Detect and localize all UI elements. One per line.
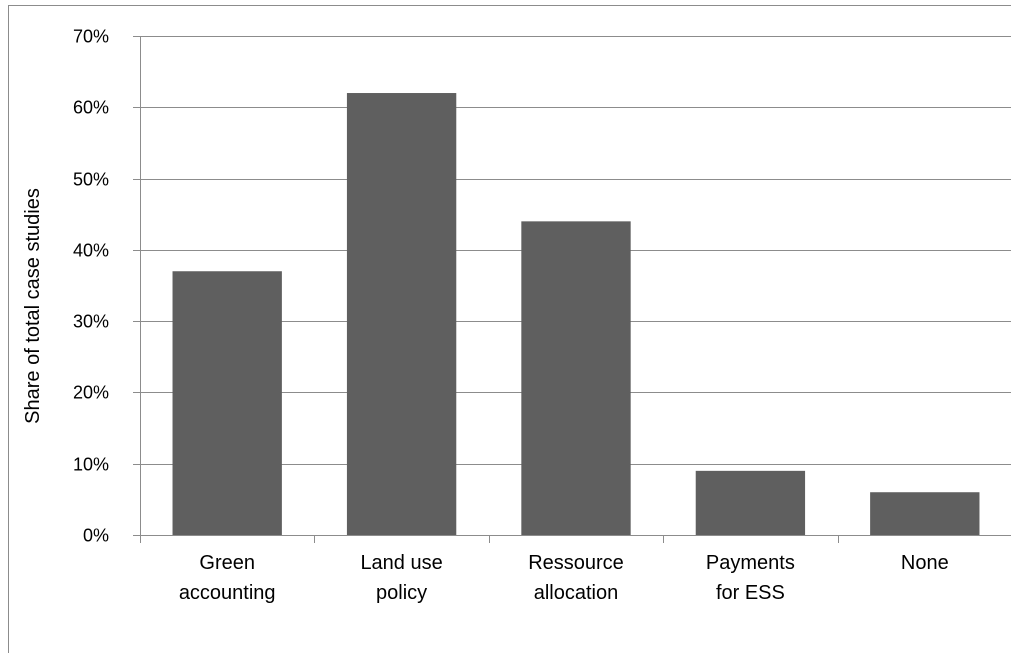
x-category-label: accounting [179,582,276,604]
axes [133,36,1011,543]
y-tick-label: 70% [73,27,109,47]
x-category-label: Payments [706,552,795,574]
x-category-label: allocation [534,582,619,604]
x-category-label: Ressource [528,552,624,574]
x-category-label: policy [376,582,427,604]
y-tick-label: 20% [73,383,109,403]
bar [870,492,980,535]
y-tick-label: 60% [73,98,109,118]
y-tick-label: 10% [73,455,109,475]
x-category-label: Land use [360,552,442,574]
y-tick-label: 40% [73,241,109,261]
bar-chart: 0% 10% 20% 30% 40% 50% 60% 70% Green accounting L… [22,27,1011,604]
y-tick-label: 0% [83,526,109,546]
x-category-label: Green [199,552,255,574]
bar [346,93,457,536]
bar [695,470,806,535]
chart-frame: 0% 10% 20% 30% 40% 50% 60% 70% Green accounting L… [8,5,1011,653]
y-axis-title: Share of total case studies [22,188,44,424]
x-category-labels: Green accounting Land use policy Ressource al… [179,552,949,604]
bar [172,271,282,535]
bar [521,221,631,536]
x-category-label: for ESS [716,582,785,604]
y-tick-label: 50% [73,170,109,190]
y-tick-label: 30% [73,312,109,332]
x-category-label: None [901,552,949,574]
bars [172,93,980,536]
y-tick-labels: 0% 10% 20% 30% 40% 50% 60% 70% [73,27,109,546]
